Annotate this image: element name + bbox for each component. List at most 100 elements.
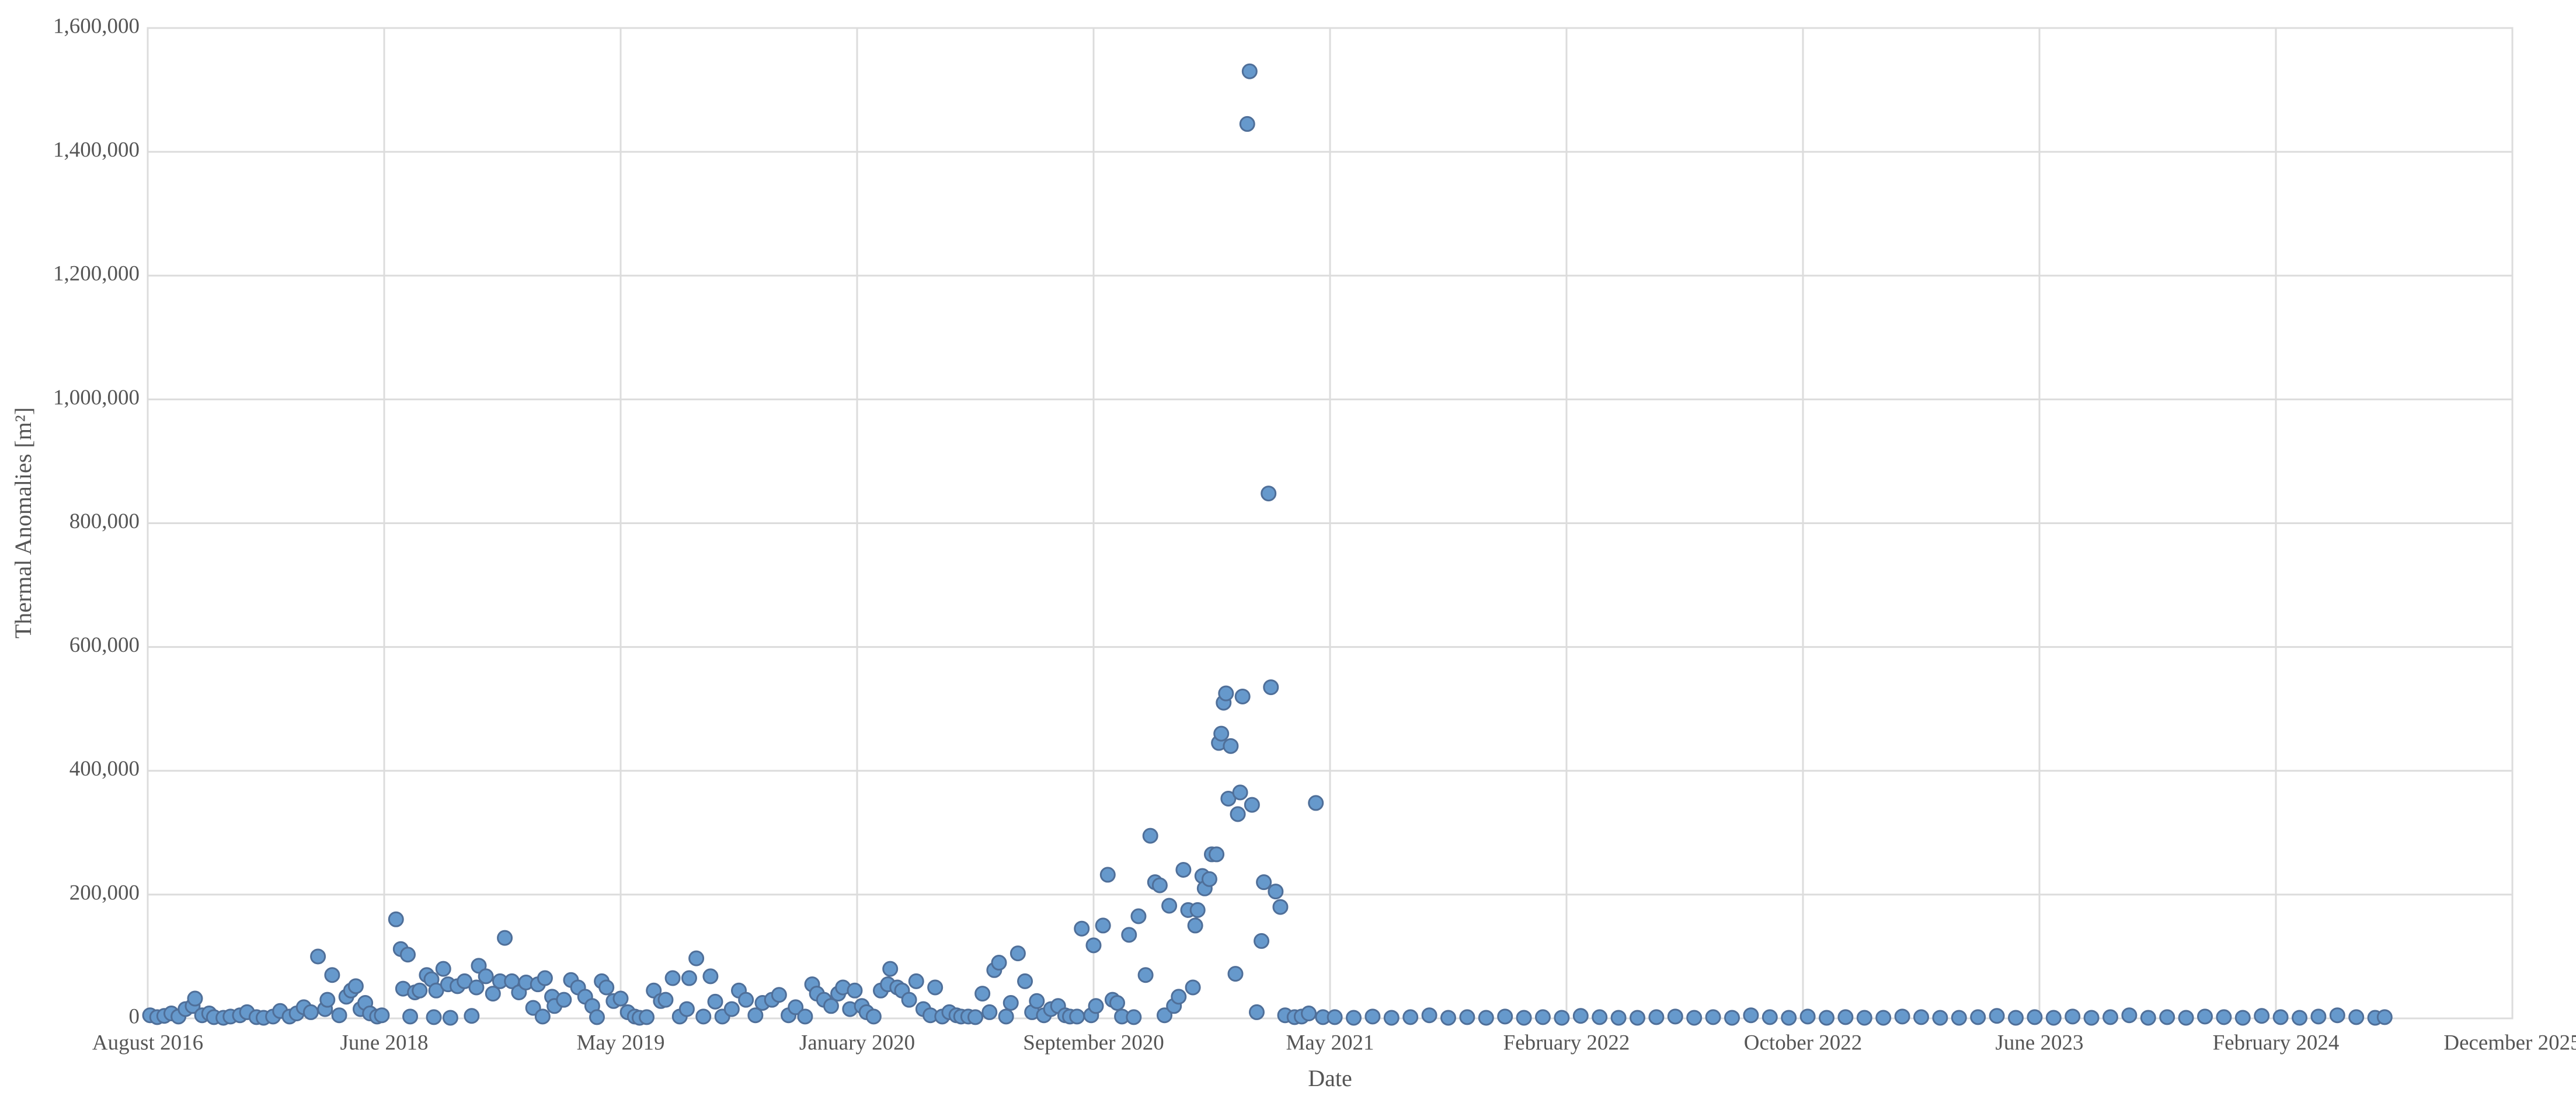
data-point: [1402, 1009, 1419, 1025]
data-point: [723, 1001, 740, 1017]
data-point: [2254, 1008, 2270, 1024]
data-point: [707, 993, 723, 1010]
data-point: [485, 986, 501, 1002]
data-point: [1232, 784, 1248, 801]
data-point: [1686, 1010, 1703, 1026]
y-tick-label: 1,200,000: [53, 262, 140, 286]
x-tick-label: February 2022: [1503, 1031, 1630, 1055]
data-point: [1630, 1010, 1645, 1026]
data-point: [1894, 1008, 1910, 1025]
data-point: [471, 958, 487, 974]
data-point: [1951, 1010, 1967, 1026]
y-tick-label: 0: [129, 1004, 140, 1028]
data-point: [1837, 1009, 1854, 1025]
data-point: [1743, 1007, 1759, 1024]
data-point: [1554, 1010, 1570, 1026]
data-point: [664, 970, 681, 986]
data-point: [1497, 1008, 1513, 1025]
data-point: [1126, 1009, 1142, 1025]
y-tick-label: 1,400,000: [53, 138, 140, 162]
data-point: [2102, 1009, 2118, 1025]
data-point: [1142, 828, 1158, 844]
data-point: [1171, 989, 1187, 1005]
y-tick-label: 600,000: [69, 633, 140, 657]
data-point: [1239, 116, 1255, 132]
data-point: [497, 930, 513, 946]
data-point: [1705, 1009, 1721, 1025]
data-point: [1085, 937, 1102, 954]
x-tick-label: June 2018: [340, 1031, 428, 1055]
data-point: [688, 950, 705, 966]
data-point: [525, 1000, 541, 1016]
data-point: [374, 1007, 390, 1024]
data-point: [612, 990, 629, 1007]
data-point: [324, 967, 340, 983]
data-point: [1478, 1010, 1494, 1026]
data-point: [1069, 1008, 1085, 1025]
data-point: [639, 1009, 655, 1025]
data-point: [1209, 846, 1225, 863]
data-point: [537, 970, 553, 986]
data-point: [534, 1008, 551, 1025]
data-point: [1017, 973, 1033, 989]
data-point: [1610, 1010, 1627, 1026]
data-point: [2045, 1010, 2062, 1026]
data-point: [1185, 979, 1201, 996]
x-tick-label: May 2021: [1286, 1031, 1374, 1055]
data-point: [187, 990, 203, 1007]
data-point: [901, 992, 917, 1008]
data-point: [1234, 688, 1251, 704]
data-point: [1088, 998, 1104, 1014]
data-point: [974, 986, 991, 1002]
data-point: [1592, 1009, 1608, 1025]
data-point: [1189, 902, 1206, 918]
y-tick-label: 1,000,000: [53, 386, 140, 410]
data-point: [747, 1007, 764, 1024]
data-point: [678, 1001, 695, 1017]
data-point: [882, 961, 899, 977]
data-point: [1256, 874, 1272, 891]
data-point: [347, 978, 364, 994]
data-point: [1130, 908, 1147, 924]
data-point: [1308, 795, 1324, 811]
data-point: [646, 982, 662, 999]
data-point: [865, 1008, 882, 1025]
data-point: [1261, 486, 1277, 502]
data-point: [319, 992, 336, 1008]
data-point: [1268, 884, 1284, 900]
data-point: [1009, 945, 1026, 962]
data-point: [1272, 899, 1289, 915]
data-point: [1364, 1008, 1381, 1025]
data-point: [2008, 1010, 2024, 1026]
data-point: [771, 987, 787, 1003]
data-point: [1121, 927, 1137, 943]
data-point: [1724, 1010, 1740, 1026]
data-point: [2083, 1010, 2100, 1026]
data-point: [2329, 1007, 2345, 1024]
data-point: [1248, 1004, 1265, 1020]
x-tick-label: January 2020: [799, 1031, 915, 1055]
data-point: [1227, 966, 1244, 982]
data-point: [442, 1010, 458, 1026]
data-point: [598, 979, 615, 996]
data-point: [2197, 1008, 2213, 1025]
data-point: [1440, 1010, 1456, 1026]
data-point: [2121, 1007, 2138, 1024]
data-point: [1074, 920, 1090, 937]
data-point: [2348, 1009, 2365, 1025]
x-tick-label: September 2020: [1023, 1031, 1164, 1055]
data-point: [302, 1004, 319, 1020]
data-point: [1913, 1009, 1929, 1025]
y-axis-title: Thermal Anomalies [m²]: [10, 407, 36, 638]
data-point: [426, 1009, 442, 1025]
data-point: [468, 979, 485, 996]
x-tick-label: December 2025: [2443, 1031, 2576, 1055]
data-point: [1201, 871, 1217, 887]
data-point: [2216, 1009, 2232, 1025]
data-point: [412, 982, 428, 999]
data-point: [908, 973, 924, 989]
data-point: [2140, 1010, 2156, 1026]
data-point: [1241, 63, 1258, 79]
data-point: [2292, 1010, 2307, 1026]
x-tick-label: October 2022: [1744, 1031, 1862, 1055]
